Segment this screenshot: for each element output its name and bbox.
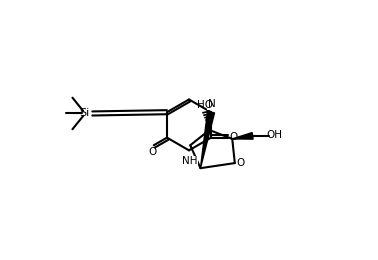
Text: Si: Si xyxy=(79,108,90,119)
Polygon shape xyxy=(200,112,215,168)
Text: O: O xyxy=(237,158,245,167)
Text: O: O xyxy=(148,147,156,157)
Polygon shape xyxy=(232,133,253,139)
Text: HO: HO xyxy=(197,100,213,110)
Text: OH: OH xyxy=(267,130,283,140)
Text: O: O xyxy=(230,132,238,142)
Text: N: N xyxy=(208,99,216,109)
Text: NH: NH xyxy=(182,157,198,166)
